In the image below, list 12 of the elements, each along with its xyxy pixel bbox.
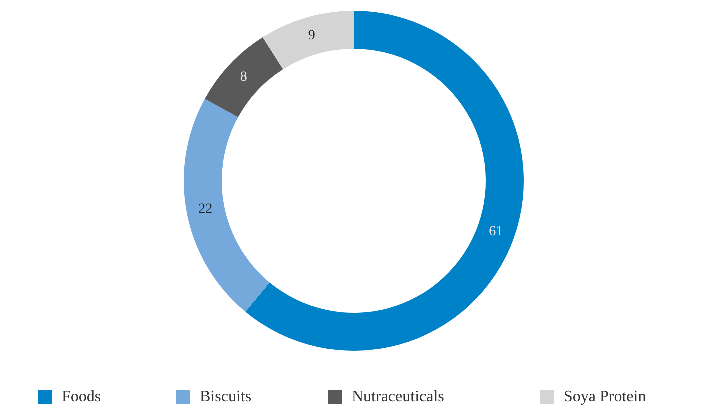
donut-slice [262, 11, 354, 70]
legend-label: Soya Protein [564, 388, 646, 406]
legend-label: Biscuits [200, 388, 252, 406]
donut-slice [205, 37, 284, 118]
data-label: 22 [198, 202, 213, 217]
data-label: 61 [489, 224, 504, 240]
legend-label: Nutraceuticals [352, 388, 444, 406]
donut-slice [246, 11, 524, 351]
legend-label: Foods [62, 388, 102, 406]
donut-slice [184, 99, 270, 312]
data-label: 8 [240, 70, 248, 86]
data-label: 9 [308, 28, 316, 44]
